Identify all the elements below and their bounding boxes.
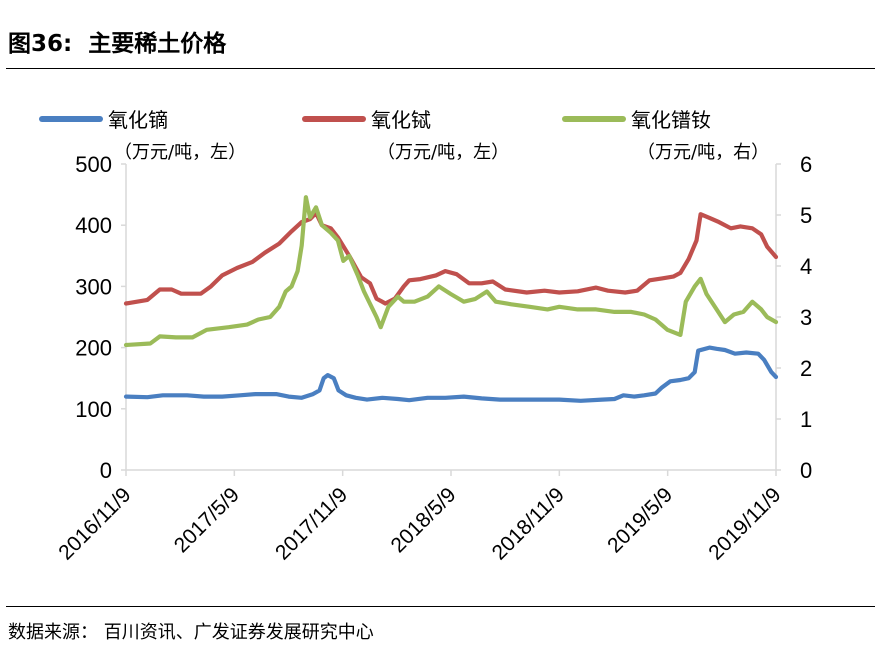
y-right-tick-label: 3 xyxy=(800,305,812,330)
y-right-tick-label: 2 xyxy=(800,356,812,381)
x-tick-label: 2019/11/9 xyxy=(704,483,785,564)
y-right-tick-label: 4 xyxy=(800,254,812,279)
y-right-tick-label: 0 xyxy=(800,458,812,483)
legend-unit-3: （万元/吨，右） xyxy=(637,142,769,163)
y-left-tick-label: 200 xyxy=(75,336,112,361)
page-title: 图36: 主要稀土价格 xyxy=(8,31,227,57)
series-line-2 xyxy=(123,210,779,306)
y-left-tick-label: 100 xyxy=(75,397,112,422)
x-tick-label: 2017/11/9 xyxy=(271,483,352,564)
y-right-tick-label: 5 xyxy=(800,203,812,228)
series-line-3 xyxy=(123,195,779,348)
title-rule xyxy=(6,68,875,69)
x-tick-label: 2017/5/9 xyxy=(170,483,244,557)
x-tick-label: 2019/5/9 xyxy=(603,483,677,557)
y-left-tick-label: 0 xyxy=(100,458,112,483)
source-note: 数据来源： 百川资讯、广发证券发展研究中心 xyxy=(8,622,374,643)
x-tick-label: 2016/11/9 xyxy=(54,483,135,564)
y-right-tick-label: 6 xyxy=(800,152,812,177)
x-tick-label: 2018/5/9 xyxy=(386,483,460,557)
legend-unit-1: （万元/吨，左） xyxy=(114,142,246,163)
legend-label-2: 氧化铽 xyxy=(371,108,431,132)
rare-earth-price-chart: 氧化镝 （万元/吨，左） 氧化铽 （万元/吨，左） 氧化镨钕 （万元/吨，右） 0 100 2… xyxy=(39,108,812,565)
legend: 氧化镝 （万元/吨，左） 氧化铽 （万元/吨，左） 氧化镨钕 （万元/吨，右） xyxy=(39,108,769,163)
y-right-tick-label: 1 xyxy=(800,407,812,432)
axes xyxy=(121,163,781,476)
series-layer xyxy=(123,195,779,403)
footer-rule xyxy=(6,606,875,607)
y-left-tick-label: 500 xyxy=(75,152,112,177)
y-left-tick-label: 300 xyxy=(75,274,112,299)
legend-unit-2: （万元/吨，左） xyxy=(377,142,509,163)
y-left-tick-label: 400 xyxy=(75,213,112,238)
legend-label-3: 氧化镨钕 xyxy=(631,108,711,132)
x-tick-label: 2018/11/9 xyxy=(488,483,569,564)
series-line-1 xyxy=(123,345,779,403)
legend-label-1: 氧化镝 xyxy=(108,108,168,132)
